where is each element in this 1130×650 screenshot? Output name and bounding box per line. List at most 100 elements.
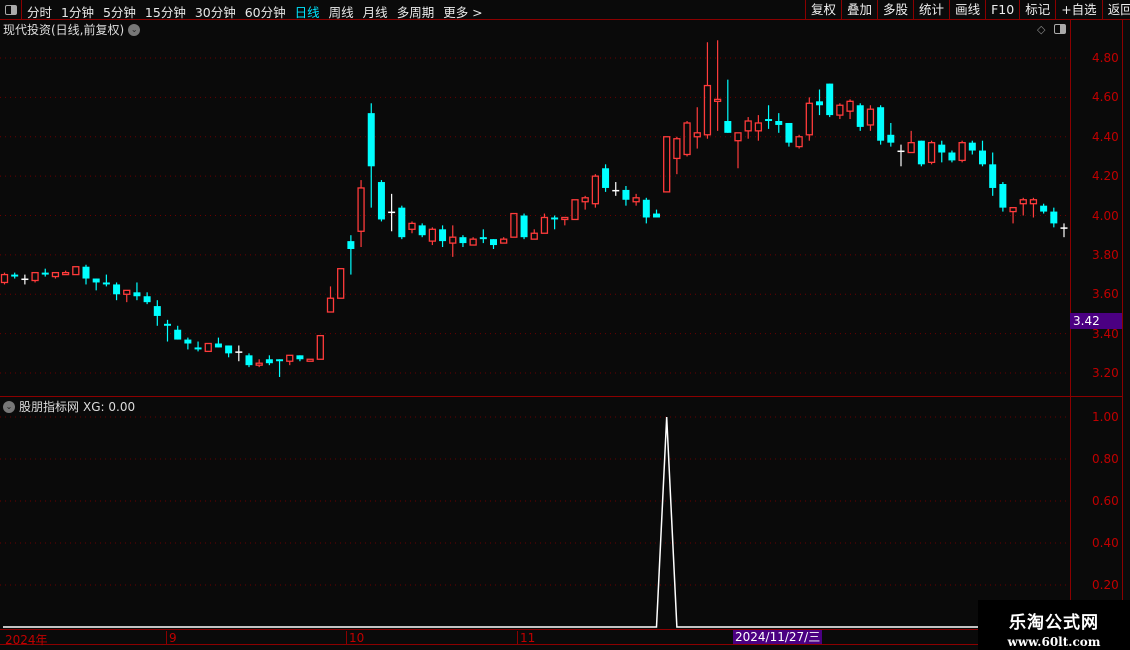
chevron-down-icon[interactable]: ⌄	[3, 400, 15, 413]
tab-30min[interactable]: 30分钟	[194, 5, 236, 20]
candle	[102, 274, 110, 287]
indicator-title: ⌄ 股朋指标网 XG: 0.00	[3, 398, 135, 415]
tab-more[interactable]: 更多 >	[443, 5, 483, 20]
tab-monthly[interactable]: 月线	[362, 5, 388, 20]
candle-body	[61, 271, 70, 276]
candle-body	[133, 292, 141, 297]
candle	[276, 359, 284, 377]
candle-body	[1040, 205, 1048, 212]
tab-weekly[interactable]: 周线	[328, 5, 354, 20]
candle	[734, 132, 742, 169]
toolbar-buttons: 复权 叠加 多股 统计 画线 F10 标记 +自选 返回	[805, 0, 1130, 20]
add-watchlist-button[interactable]: +自选	[1055, 0, 1101, 20]
candle	[21, 274, 29, 285]
candle	[653, 209, 660, 218]
candle	[1040, 203, 1048, 214]
candle-body	[653, 213, 660, 218]
chevron-down-icon[interactable]: ⌄	[128, 23, 141, 36]
restore-rights-button[interactable]: 复权	[805, 0, 841, 20]
candle-body	[326, 297, 335, 313]
candle-body	[153, 306, 161, 316]
candle-body	[775, 121, 783, 125]
candle	[622, 185, 630, 206]
candle-body	[459, 237, 467, 244]
indicator-tick: 0.80	[1092, 452, 1119, 466]
date-tick: 11	[517, 631, 535, 645]
multi-stock-button[interactable]: 多股	[877, 0, 913, 20]
tab-5min[interactable]: 5分钟	[102, 5, 136, 20]
candle-body	[765, 119, 773, 122]
candle-body	[979, 150, 986, 165]
candle	[1060, 223, 1068, 238]
overlay-button[interactable]: 叠加	[841, 0, 877, 20]
tab-multi-period[interactable]: 多周期	[396, 5, 435, 20]
candle	[153, 300, 161, 326]
candle-body	[82, 266, 90, 279]
tab-1min[interactable]: 1分钟	[61, 5, 94, 20]
candle-body	[92, 278, 100, 283]
candle-body	[612, 189, 620, 192]
candle	[673, 136, 681, 175]
candle	[703, 42, 712, 139]
candle	[877, 105, 885, 145]
chart-canvas[interactable]	[0, 0, 1070, 630]
candle-body	[174, 329, 182, 340]
candle	[887, 122, 895, 147]
candle	[164, 319, 171, 342]
candle-body	[286, 354, 294, 362]
date-tick: 2024年	[5, 633, 48, 647]
panel-toggle-icon[interactable]	[1054, 24, 1066, 34]
candle	[856, 103, 864, 131]
candle	[1019, 197, 1027, 216]
panel-toggle-button[interactable]	[0, 0, 22, 20]
candle	[459, 235, 467, 248]
f10-button[interactable]: F10	[985, 0, 1019, 20]
date-tick: 9	[166, 631, 177, 645]
candle	[958, 140, 966, 163]
candle-body	[490, 239, 497, 246]
candle-body	[225, 345, 233, 354]
candle	[612, 182, 620, 196]
candle-body	[408, 222, 416, 230]
tab-fenshi[interactable]: 分时	[27, 5, 53, 20]
candle-body	[958, 142, 966, 162]
candle-body	[214, 343, 222, 348]
panel-toggle-icon	[4, 5, 17, 15]
candle	[286, 354, 294, 366]
candle	[204, 342, 212, 353]
draw-line-button[interactable]: 画线	[949, 0, 985, 20]
candle-body	[795, 136, 803, 148]
tab-15min[interactable]: 15分钟	[144, 5, 186, 20]
candle	[754, 115, 763, 141]
candle-body	[428, 228, 437, 242]
statistics-button[interactable]: 统计	[913, 0, 949, 20]
candle	[500, 237, 508, 244]
candle	[255, 359, 263, 368]
candle	[133, 282, 141, 301]
candle	[82, 264, 90, 285]
candle	[581, 195, 589, 210]
watermark-name: 乐淘公式网	[1009, 613, 1099, 633]
panel-divider[interactable]	[0, 396, 1122, 397]
candle	[347, 235, 355, 275]
candle	[591, 174, 600, 208]
date-tick: 10	[346, 631, 364, 645]
back-button[interactable]: 返回	[1101, 0, 1130, 20]
candle-body	[164, 323, 171, 326]
candle	[367, 103, 375, 208]
candle-body	[377, 182, 385, 220]
tab-daily[interactable]: 日线	[294, 5, 320, 20]
indicator-tick: 0.40	[1092, 536, 1119, 550]
candle	[194, 341, 202, 352]
mark-button[interactable]: 标记	[1019, 0, 1055, 20]
diamond-icon[interactable]: ◇	[1037, 23, 1046, 36]
candle-body	[683, 122, 691, 156]
candle-body	[530, 232, 538, 240]
tab-60min[interactable]: 60分钟	[244, 5, 286, 20]
candle-body	[826, 83, 834, 116]
candle	[235, 345, 243, 362]
candle	[428, 227, 437, 246]
candle	[551, 215, 559, 230]
date-axis: 2024年 9 10 11	[0, 629, 1122, 647]
candle-body	[642, 199, 650, 218]
